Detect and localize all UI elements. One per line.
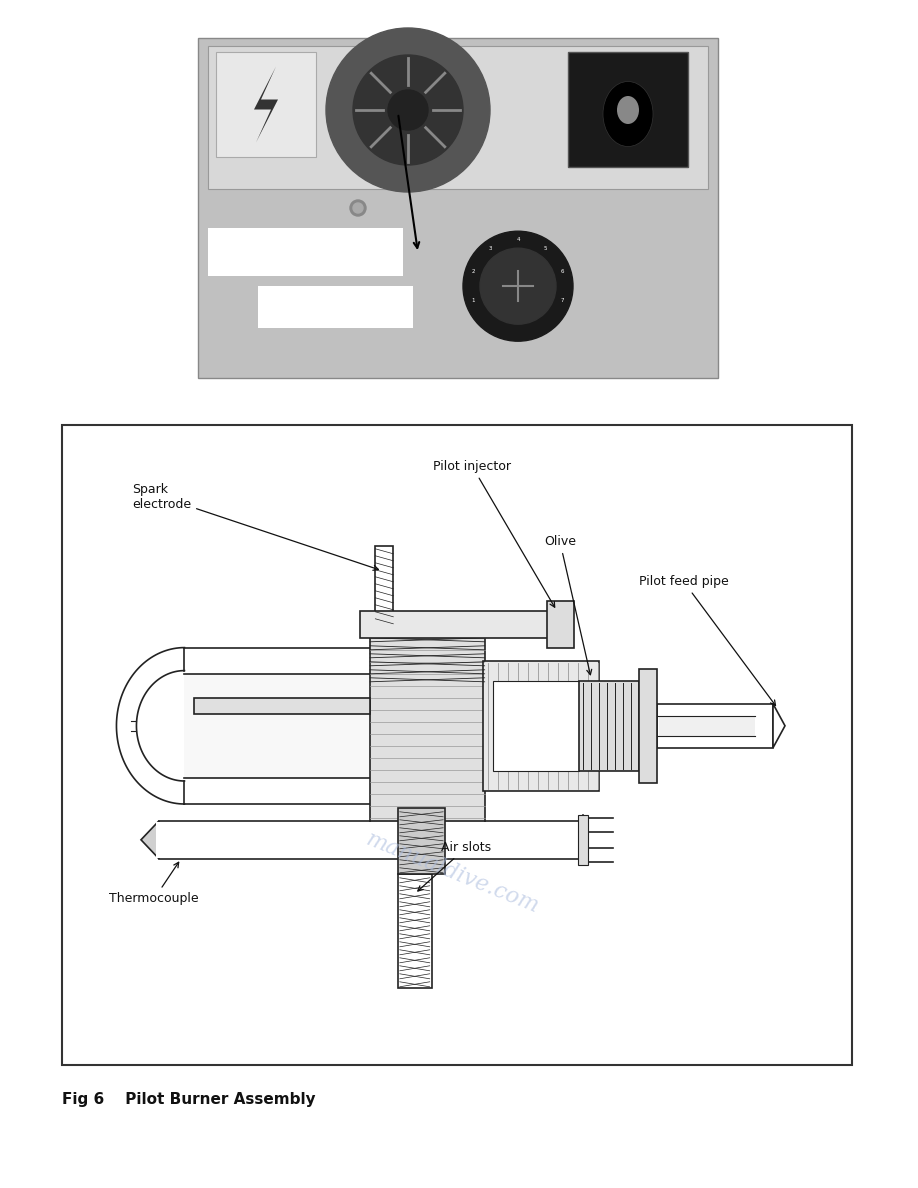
- Text: Pilot injector: Pilot injector: [433, 460, 554, 607]
- Bar: [370, 626, 485, 826]
- Text: Spark
electrode: Spark electrode: [132, 484, 378, 570]
- Text: Air slots: Air slots: [418, 841, 491, 891]
- Bar: [208, 228, 403, 277]
- Circle shape: [353, 203, 363, 213]
- Text: 3: 3: [488, 246, 492, 251]
- Circle shape: [388, 90, 428, 129]
- Bar: [483, 661, 599, 791]
- Text: 6: 6: [561, 270, 565, 274]
- Circle shape: [350, 200, 366, 216]
- Text: Olive: Olive: [543, 535, 592, 675]
- Bar: [360, 611, 552, 638]
- Bar: [156, 822, 558, 858]
- Bar: [258, 286, 413, 328]
- Bar: [185, 649, 409, 672]
- Bar: [397, 874, 431, 988]
- Bar: [198, 38, 718, 378]
- Bar: [493, 681, 579, 771]
- Polygon shape: [773, 703, 785, 747]
- Polygon shape: [141, 821, 159, 859]
- Ellipse shape: [617, 96, 639, 124]
- Bar: [185, 674, 374, 778]
- Text: manualdive.com: manualdive.com: [363, 828, 542, 918]
- Text: 2: 2: [472, 270, 475, 274]
- Circle shape: [353, 55, 463, 165]
- Circle shape: [463, 232, 573, 341]
- Text: 5: 5: [543, 246, 547, 251]
- Bar: [579, 681, 639, 771]
- Bar: [216, 52, 316, 157]
- Bar: [568, 52, 688, 168]
- Text: Fig 6    Pilot Burner Assembly: Fig 6 Pilot Burner Assembly: [62, 1092, 316, 1107]
- Text: 4: 4: [516, 236, 520, 241]
- Bar: [397, 808, 445, 874]
- Bar: [639, 669, 656, 783]
- Bar: [195, 697, 370, 714]
- Ellipse shape: [603, 82, 653, 146]
- Bar: [578, 815, 588, 865]
- Circle shape: [326, 29, 490, 192]
- Bar: [659, 716, 755, 735]
- Polygon shape: [254, 67, 278, 143]
- Text: 7: 7: [561, 298, 565, 303]
- Text: 1: 1: [472, 298, 475, 303]
- Text: Thermocouple: Thermocouple: [109, 862, 199, 905]
- Text: Pilot feed pipe: Pilot feed pipe: [639, 575, 776, 706]
- Bar: [185, 779, 409, 803]
- Bar: [656, 703, 773, 747]
- Bar: [62, 425, 852, 1064]
- Bar: [208, 46, 708, 189]
- Bar: [375, 545, 393, 626]
- Circle shape: [480, 248, 556, 324]
- Bar: [547, 601, 574, 647]
